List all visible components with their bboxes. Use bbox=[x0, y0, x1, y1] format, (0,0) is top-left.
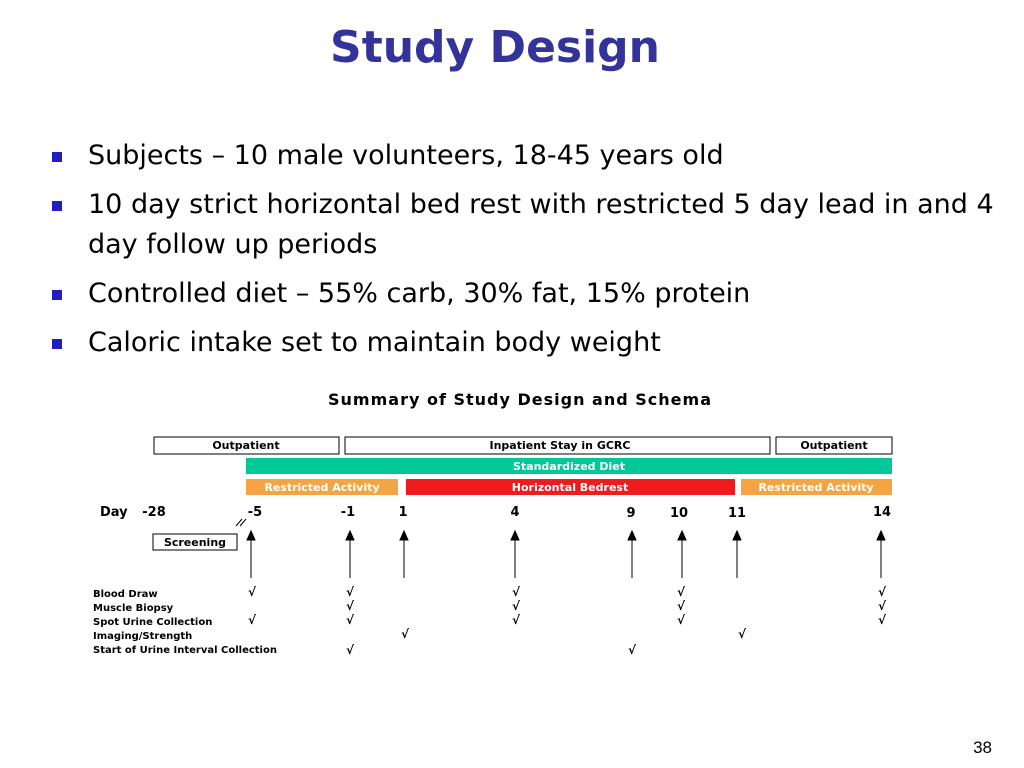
check-marks: √ √ √ √ √√ √ √ √√ √ √ √ √√ √√ √ bbox=[248, 585, 887, 657]
slide-number: 38 bbox=[973, 738, 992, 757]
check-mark-icon: √ bbox=[738, 627, 747, 641]
phase-bar-label: Inpatient Stay in GCRC bbox=[490, 439, 631, 452]
diet-bar-label: Standardized Diet bbox=[513, 460, 625, 473]
day-tick-label: -28 bbox=[142, 505, 166, 520]
arrow-up-icon bbox=[510, 529, 520, 578]
check-mark-icon: √ bbox=[346, 643, 355, 657]
arrow-up-icon bbox=[246, 529, 256, 578]
check-mark-icon: √ bbox=[346, 585, 355, 599]
check-mark-icon: √ bbox=[401, 627, 410, 641]
square-bullet-icon bbox=[52, 201, 62, 211]
day-tick-label: 4 bbox=[510, 505, 519, 520]
day-tick-label: 9 bbox=[626, 506, 635, 521]
bullet-list: Subjects – 10 male volunteers, 18-45 yea… bbox=[52, 136, 1012, 372]
check-mark-icon: √ bbox=[878, 585, 887, 599]
axis-break-icon bbox=[235, 518, 247, 527]
arrow-up-icon bbox=[677, 529, 687, 578]
activity-bar-label: Horizontal Bedrest bbox=[512, 481, 628, 494]
check-mark-icon: √ bbox=[677, 599, 686, 613]
schema-title: Summary of Study Design and Schema bbox=[328, 390, 712, 409]
bullet-item: Subjects – 10 male volunteers, 18-45 yea… bbox=[52, 136, 1012, 176]
day-tick-label: -5 bbox=[248, 505, 262, 520]
activity-bar-label: Restricted Activity bbox=[758, 481, 873, 494]
phase-bar-label: Outpatient bbox=[212, 439, 279, 452]
check-mark-icon: √ bbox=[677, 613, 686, 627]
check-mark-icon: √ bbox=[512, 585, 521, 599]
check-mark-icon: √ bbox=[346, 613, 355, 627]
check-mark-icon: √ bbox=[512, 613, 521, 627]
check-mark-icon: √ bbox=[878, 613, 887, 627]
day-tick-label: 1 bbox=[398, 505, 407, 520]
square-bullet-icon bbox=[52, 290, 62, 300]
phase-bar-outpatient-pre: Outpatient bbox=[153, 436, 340, 455]
procedure-label: Start of Urine Interval Collection bbox=[93, 645, 277, 656]
procedure-label: Muscle Biopsy bbox=[93, 603, 174, 614]
day-tick-label: 10 bbox=[670, 506, 688, 521]
activity-bar-label: Restricted Activity bbox=[264, 481, 379, 494]
bullet-item: 10 day strict horizontal bed rest with r… bbox=[52, 185, 1012, 265]
arrow-up-icon bbox=[732, 529, 742, 578]
day-arrows bbox=[246, 529, 886, 578]
activity-bar-restricted-pre: Restricted Activity bbox=[246, 479, 398, 495]
check-mark-icon: √ bbox=[628, 643, 637, 657]
screening-box: Screening bbox=[152, 533, 238, 551]
check-mark-icon: √ bbox=[248, 613, 257, 627]
day-tick-label: 11 bbox=[728, 506, 746, 521]
arrow-up-icon bbox=[876, 529, 886, 578]
phase-bar-label: Outpatient bbox=[800, 439, 867, 452]
day-tick-label: 14 bbox=[873, 505, 891, 520]
square-bullet-icon bbox=[52, 339, 62, 349]
activity-bar-restricted-post: Restricted Activity bbox=[741, 479, 892, 495]
check-mark-icon: √ bbox=[677, 585, 686, 599]
check-mark-icon: √ bbox=[346, 599, 355, 613]
procedure-label: Spot Urine Collection bbox=[93, 617, 212, 628]
procedure-label: Imaging/Strength bbox=[93, 631, 192, 642]
day-tick-label: -1 bbox=[341, 505, 355, 520]
procedure-label: Blood Draw bbox=[93, 589, 158, 600]
bullet-item: Controlled diet – 55% carb, 30% fat, 15%… bbox=[52, 274, 1012, 314]
arrow-up-icon bbox=[399, 529, 409, 578]
day-row-label: Day bbox=[100, 505, 128, 520]
diet-bar: Standardized Diet bbox=[246, 458, 892, 474]
phase-bar-outpatient-post: Outpatient bbox=[775, 436, 893, 455]
check-mark-icon: √ bbox=[878, 599, 887, 613]
activity-bar-bedrest: Horizontal Bedrest bbox=[406, 479, 735, 495]
square-bullet-icon bbox=[52, 152, 62, 162]
check-mark-icon: √ bbox=[248, 585, 257, 599]
slide-title: Study Design bbox=[330, 22, 660, 73]
screening-label: Screening bbox=[164, 536, 226, 549]
check-mark-icon: √ bbox=[512, 599, 521, 613]
phase-bar-inpatient: Inpatient Stay in GCRC bbox=[344, 436, 771, 455]
bullet-item: Caloric intake set to maintain body weig… bbox=[52, 323, 1012, 363]
arrow-up-icon bbox=[627, 529, 637, 578]
arrow-up-icon bbox=[345, 529, 355, 578]
